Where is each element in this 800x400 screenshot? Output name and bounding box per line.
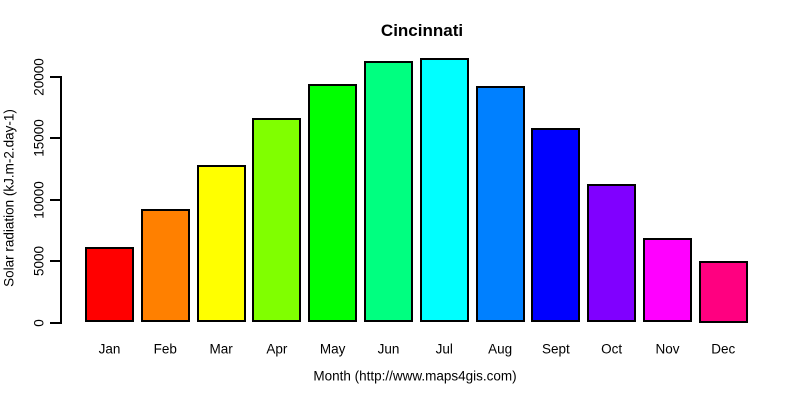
- x-tick-label-jul: Jul: [435, 341, 453, 357]
- y-tick-mark: [49, 137, 60, 139]
- y-tick-mark: [49, 260, 60, 262]
- y-tick-label: 20000: [31, 57, 47, 96]
- y-axis-title: Solar radiation (kJ.m-2.day-1): [1, 109, 17, 287]
- y-tick-mark: [49, 198, 60, 201]
- y-axis-line: [59, 75, 62, 324]
- bar-dec: [698, 261, 748, 323]
- x-tick-label-sept: Sept: [542, 341, 570, 357]
- x-tick-label-apr: Apr: [266, 341, 288, 357]
- y-tick-mark: [49, 75, 60, 78]
- y-tick-label: 15000: [31, 119, 47, 157]
- y-tick-mark: [49, 321, 60, 324]
- x-tick-label-jan: Jan: [98, 341, 121, 357]
- y-tick-label: 0: [31, 318, 47, 327]
- bar-aug: [475, 86, 525, 323]
- x-tick-label-may: May: [319, 341, 346, 357]
- x-tick-label-mar: Mar: [209, 341, 233, 357]
- bar-oct: [587, 183, 637, 323]
- x-tick-label-oct: Oct: [601, 341, 623, 357]
- bar-jan: [85, 247, 134, 323]
- bar-sept: [531, 128, 581, 323]
- chart-title: Cincinnati: [380, 21, 464, 40]
- x-tick-label-aug: Aug: [488, 341, 513, 357]
- y-tick-label: 5000: [31, 245, 47, 277]
- x-tick-label-feb: Feb: [153, 341, 177, 357]
- bar-nov: [643, 237, 692, 323]
- x-tick-label-jun: Jun: [377, 341, 400, 357]
- x-tick-label-dec: Dec: [711, 341, 736, 357]
- bar-mar: [196, 165, 246, 323]
- bar-feb: [140, 209, 190, 323]
- bar-jul: [419, 58, 469, 323]
- x-tick-label-nov: Nov: [655, 341, 680, 357]
- y-tick-label: 10000: [31, 180, 47, 219]
- bar-may: [308, 83, 358, 323]
- bar-apr: [252, 118, 302, 323]
- x-axis-title: Month (http://www.maps4gis.com): [313, 368, 517, 384]
- bar-jun: [364, 60, 413, 323]
